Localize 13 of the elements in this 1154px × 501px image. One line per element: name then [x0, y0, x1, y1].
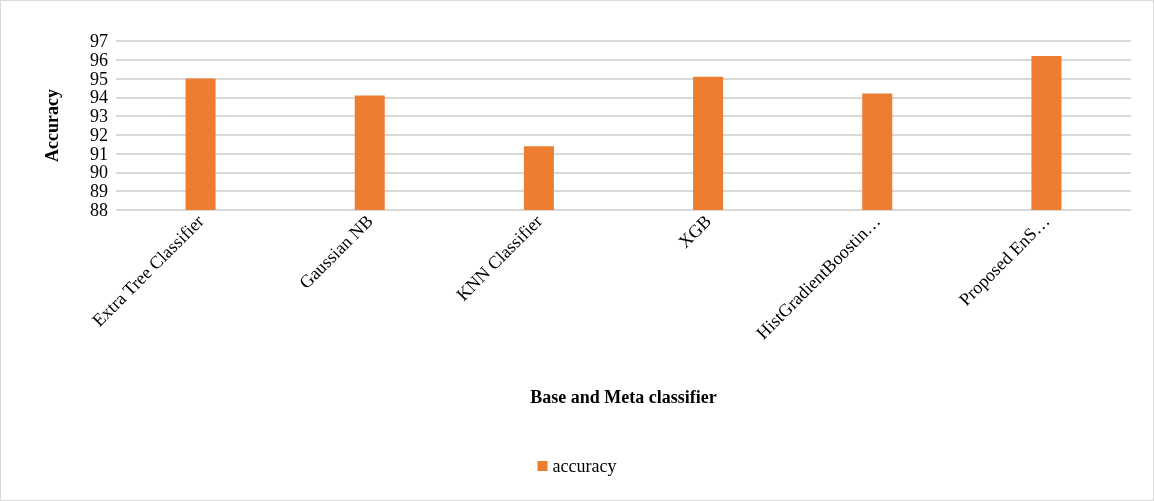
y-tick-label: 91	[90, 143, 108, 164]
y-tick-label: 95	[90, 68, 108, 89]
legend-label: accuracy	[552, 456, 617, 476]
y-axis-title: Accuracy	[42, 89, 62, 162]
y-tick-label: 89	[90, 181, 108, 202]
y-tick-label: 92	[90, 124, 108, 145]
y-tick-label: 90	[90, 162, 108, 183]
x-axis-title: Base and Meta classifier	[530, 387, 717, 407]
y-tick-label: 93	[90, 106, 108, 127]
y-tick-label: 88	[90, 200, 108, 220]
y-tick-label: 97	[90, 31, 108, 51]
y-tick-label: 94	[90, 87, 108, 108]
y-tick-label: 96	[90, 49, 108, 70]
